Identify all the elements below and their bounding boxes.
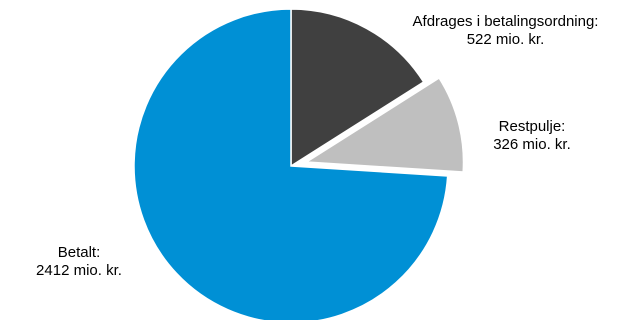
slice-label-betalt: Betalt: 2412 mio. kr.: [0, 244, 158, 280]
slice-restpulje: [304, 76, 465, 173]
slice-betalt: [133, 8, 449, 320]
slice-value: 2412 mio. kr.: [36, 262, 122, 279]
slice-value: 522 mio. kr.: [466, 31, 545, 48]
slice-afdrages: [290, 8, 425, 168]
slice-label-restpulje: Restpulje: 326 mio. kr.: [472, 118, 592, 154]
slice-name: Afdrages i betalingsordning:: [412, 13, 599, 30]
slice-name: Betalt:: [57, 244, 101, 261]
slice-value: 326 mio. kr.: [493, 136, 571, 153]
slice-name: Restpulje:: [498, 118, 566, 135]
slice-label-afdrages: Afdrages i betalingsordning: 522 mio. kr…: [383, 13, 628, 49]
